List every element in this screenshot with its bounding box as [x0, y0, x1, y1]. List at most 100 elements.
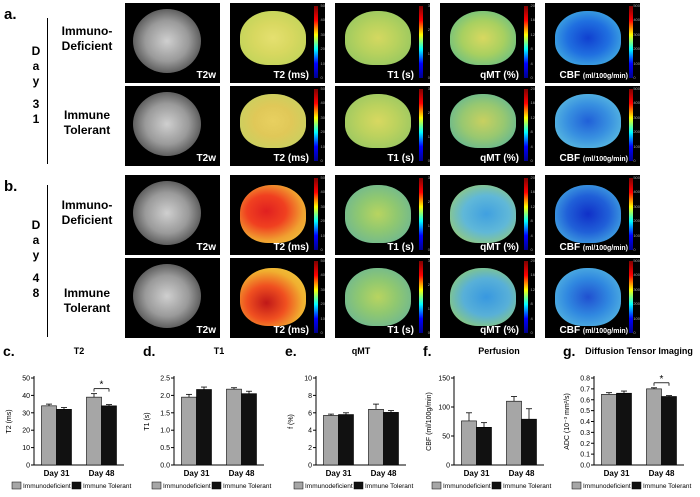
colorbar-tick: 3 — [427, 175, 430, 180]
group-label-tolerant-48: Immune Tolerant — [63, 286, 111, 315]
group-label-deficient-31: Immuno- Deficient — [61, 24, 113, 53]
colorbar-tick: 500 — [633, 3, 640, 8]
panel-label: c. — [3, 343, 15, 359]
legend-label-immune-tolerant: Immune Tolerant — [643, 483, 691, 490]
colorbar-tick: 0 — [427, 158, 430, 163]
y-tick-label: 40 — [22, 393, 30, 400]
colorbar-tick: 3 — [427, 86, 430, 91]
y-tick-label: 10 — [304, 376, 312, 383]
colorbar — [419, 89, 423, 161]
y-tick-label: 2 — [308, 445, 312, 452]
image-caption-qmt: qMT (%) — [480, 70, 519, 81]
panel-label: g. — [563, 343, 575, 359]
colorbar-tick: 0 — [427, 247, 430, 252]
colorbar-tick: 200 — [633, 46, 640, 52]
legend-label-immune-tolerant: Immune Tolerant — [223, 483, 271, 490]
colorbar-tick: 20 — [320, 46, 325, 52]
chart-title: Diffusion Tensor Imaging — [585, 346, 693, 356]
legend-swatch-immunodeficient — [151, 481, 162, 490]
y-tick-label: 0 — [446, 463, 450, 470]
y-tick-label: 0.3 — [580, 430, 590, 437]
mri-image-qmt-row3: 20 16 12 8 4 0 qMT (%) — [440, 175, 535, 255]
colorbar-tick: 4 — [530, 60, 533, 66]
colorbar-tick: 20 — [320, 301, 325, 307]
colorbar-tick: 300 — [633, 31, 640, 37]
colorbar-tick: 400 — [633, 189, 640, 195]
colorbar-tick: 20 — [530, 258, 535, 263]
colorbar — [629, 89, 633, 161]
y-tick-label: 0.4 — [580, 419, 590, 426]
colorbar-tick: 1 — [427, 306, 430, 311]
colorbar-tick: 16 — [530, 189, 535, 195]
chart-title: T2 — [74, 346, 85, 356]
colorbar-tick: 0 — [320, 74, 323, 80]
colorbar-tick: 10 — [320, 232, 325, 238]
y-tick-label: 150 — [438, 376, 450, 383]
colorbar-tick: 4 — [530, 232, 533, 238]
colorbar-tick: 100 — [633, 143, 640, 149]
category-label: Day 48 — [509, 469, 535, 478]
y-tick-label: 8 — [308, 393, 312, 400]
brain-slice — [345, 94, 411, 148]
colorbar — [419, 261, 423, 333]
colorbar-tick: 500 — [633, 258, 640, 263]
bracket-day48 — [47, 185, 48, 337]
colorbar-ticks: 50 40 30 20 10 0 — [321, 87, 325, 163]
colorbar-tick: 16 — [530, 272, 535, 278]
colorbar-tick: 2 — [427, 110, 430, 115]
brain-slice — [555, 185, 621, 243]
bar-immunodeficient — [86, 396, 102, 466]
legend-swatch-immunodeficient — [293, 481, 304, 490]
colorbar-tick: 1 — [427, 51, 430, 56]
mri-image-cbf-row3: 500 400 300 200 100 0 CBF (ml/100g/min) — [545, 175, 640, 255]
colorbar-ticks: 20 16 12 8 4 0 — [531, 176, 535, 252]
y-tick-label: 20 — [22, 428, 30, 435]
brain-slice — [345, 268, 411, 326]
colorbar — [314, 178, 318, 250]
colorbar-tick: 10 — [320, 315, 325, 321]
brain-slice — [133, 9, 201, 73]
mri-image-t1-row2: 3 2 1 0 T1 (s) — [335, 86, 430, 166]
y-tick-label: 0.0 — [160, 463, 170, 470]
colorbar — [524, 261, 528, 333]
legend-label-immunodeficient: Immunodeficient — [583, 483, 631, 490]
colorbar-tick: 16 — [530, 100, 535, 106]
colorbar-ticks: 20 16 12 8 4 0 — [531, 259, 535, 335]
colorbar-tick: 8 — [530, 129, 533, 135]
colorbar-tick: 100 — [633, 60, 640, 66]
colorbar-tick: 3 — [427, 3, 430, 8]
colorbar-tick: 50 — [320, 258, 325, 263]
mri-image-t1-row4: 3 2 1 0 T1 (s) — [335, 258, 430, 338]
y-tick-label: 2.5 — [160, 376, 170, 383]
mri-image-t2-row3: 50 40 30 20 10 0 T2 (ms) — [230, 175, 325, 255]
colorbar-tick: 4 — [530, 143, 533, 149]
colorbar-tick: 0 — [633, 74, 636, 80]
mri-image-t2w-row3: T2w — [125, 175, 220, 255]
colorbar-tick: 8 — [530, 301, 533, 307]
y-axis-label: T2 (ms) — [6, 409, 13, 433]
group-label-tolerant-31: Immune Tolerant — [63, 108, 111, 137]
image-caption-cbf: CBF (ml/100g/min) — [559, 325, 628, 336]
colorbar — [314, 6, 318, 78]
colorbar-ticks: 3 2 1 0 — [428, 176, 430, 252]
legend-swatch-immunodeficient — [431, 481, 442, 490]
brain-slice — [450, 185, 516, 243]
colorbar-tick: 40 — [320, 272, 325, 278]
brain-slice — [345, 185, 411, 243]
bar-immunodeficient — [506, 400, 522, 466]
colorbar-tick: 8 — [530, 46, 533, 52]
significance-marker: * — [100, 380, 104, 391]
colorbar-ticks: 20 16 12 8 4 0 — [531, 87, 535, 163]
mri-image-t2-row1: 50 40 30 20 10 0 T2 (ms) — [230, 3, 325, 83]
colorbar-tick: 20 — [530, 86, 535, 91]
panel-label-a: a. — [4, 6, 17, 23]
colorbar-tick: 0 — [530, 329, 533, 335]
image-caption-t2w: T2w — [196, 325, 216, 336]
colorbar-tick: 400 — [633, 17, 640, 23]
image-caption-cbf: CBF (ml/100g/min) — [559, 153, 628, 164]
y-tick-label: 0.8 — [580, 376, 590, 383]
legend-swatch-immunodeficient — [571, 481, 582, 490]
colorbar-ticks: 500 400 300 200 100 0 — [633, 259, 640, 335]
image-caption-t2: T2 (ms) — [273, 325, 309, 336]
colorbar-ticks: 20 16 12 8 4 0 — [531, 4, 535, 80]
